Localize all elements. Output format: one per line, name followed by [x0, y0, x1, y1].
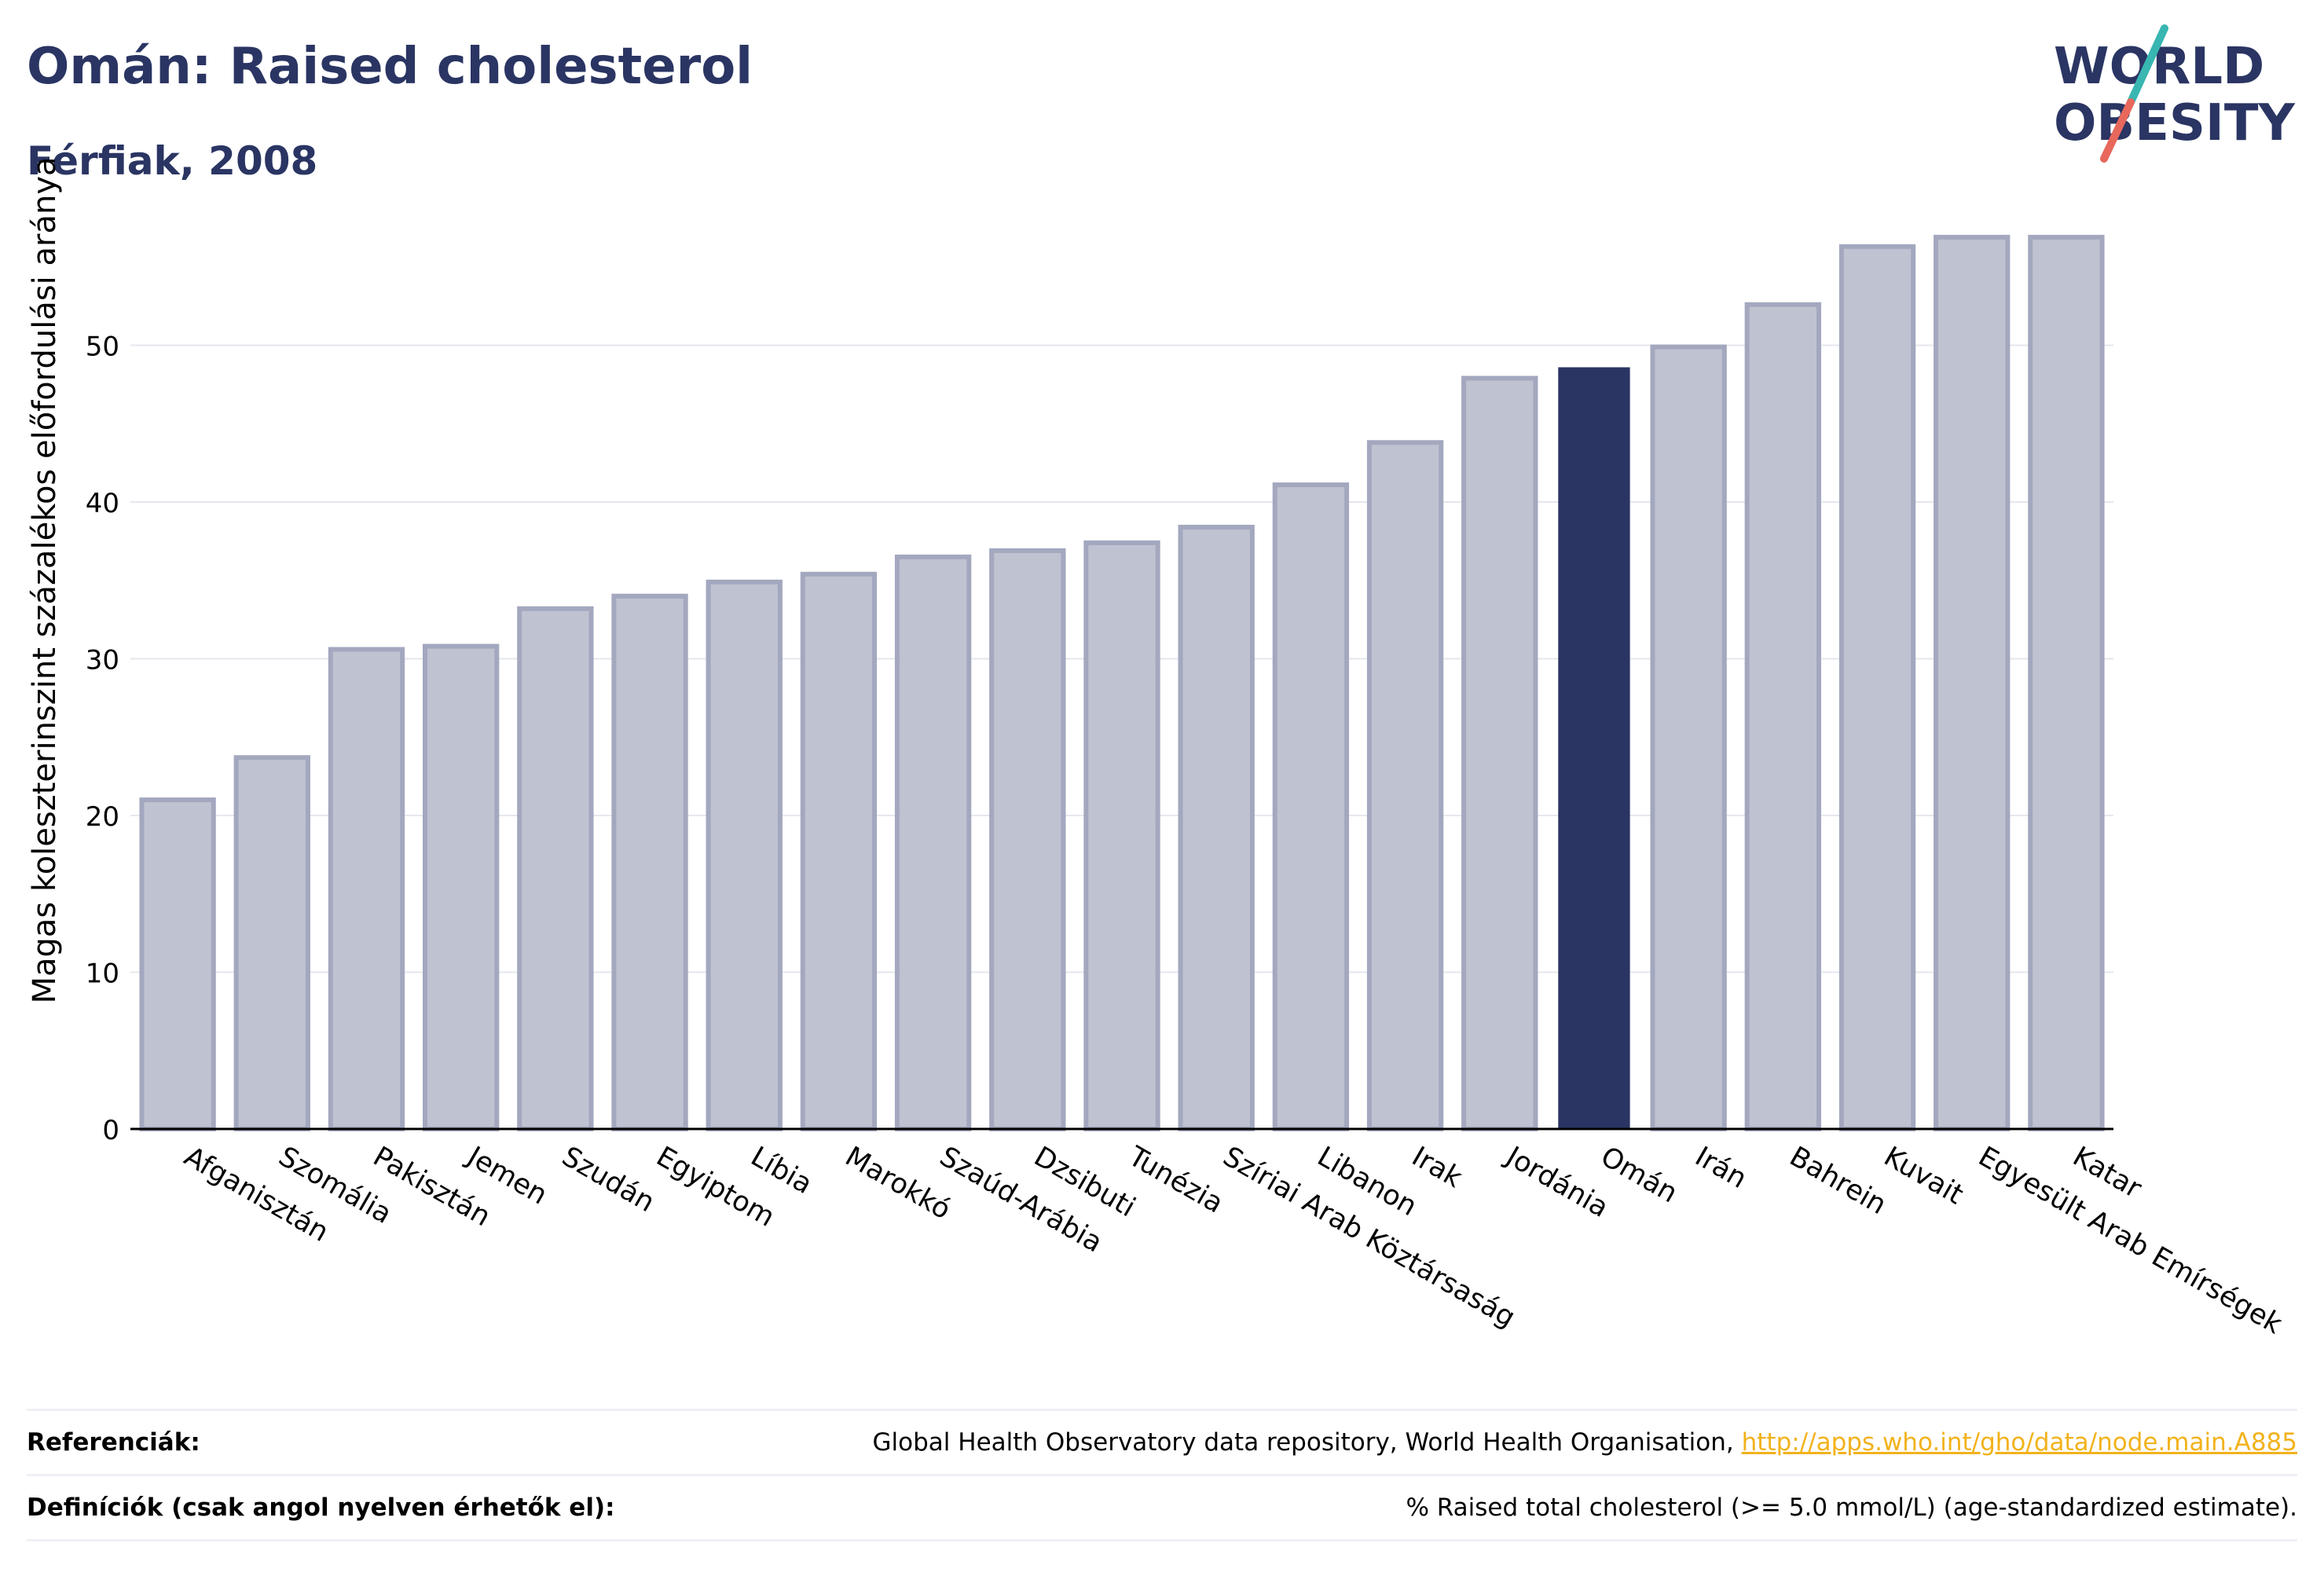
bar	[989, 548, 1066, 1131]
bar	[2028, 234, 2105, 1132]
x-tick-label: Irán	[1690, 1141, 1752, 1195]
logo-text-obesity: OBESITY	[2054, 94, 2295, 152]
bar	[611, 593, 688, 1131]
x-tick-label: Bahrein	[1784, 1141, 1892, 1221]
bar	[1083, 540, 1160, 1131]
bar-highlight	[1558, 367, 1630, 1129]
x-tick-label: Líbia	[746, 1141, 818, 1200]
definitions-label: Definíciók (csak angol nyelven érhetők e…	[27, 1494, 615, 1522]
bar	[422, 643, 500, 1131]
bar	[139, 797, 216, 1131]
references-text: Global Health Observatory data repositor…	[872, 1428, 1742, 1457]
y-axis-label: Magas koleszterinszint százalékos előfor…	[27, 156, 63, 1003]
bar	[1744, 302, 1822, 1132]
bars	[139, 234, 2105, 1132]
x-tick-label: Tunézia	[1123, 1141, 1229, 1220]
y-tick-labels: 0 10 20 30 40 50	[86, 332, 119, 1146]
bar	[1272, 482, 1350, 1131]
x-tick-label: Kuvait	[1879, 1141, 1968, 1211]
references-row: Referenciák: Global Health Observatory d…	[27, 1409, 2297, 1474]
bar	[1934, 234, 2011, 1132]
definitions-row: Definíciók (csak angol nyelven érhetők e…	[27, 1474, 2297, 1541]
x-tick-label: Marokkó	[840, 1141, 956, 1226]
x-tick-label: Szaúd-Arábia	[934, 1141, 1107, 1259]
bar	[1838, 244, 1916, 1132]
y-tick-label: 30	[86, 645, 119, 676]
bar	[894, 554, 972, 1131]
world-obesity-logo: WORLD OBESITY	[2054, 24, 2295, 163]
chart-subtitle: Férfiak, 2008	[27, 138, 318, 184]
chart-title: Omán: Raised cholesterol	[27, 38, 753, 96]
bar	[233, 755, 310, 1131]
logo-slash-top	[2127, 24, 2168, 106]
x-tick-label: Irak	[1406, 1141, 1468, 1194]
x-tick-label: Jordánia	[1500, 1140, 1614, 1224]
references-link[interactable]: http://apps.who.int/gho/data/node.main.A…	[1741, 1428, 2297, 1457]
bar	[706, 579, 783, 1131]
y-tick-label: 10	[86, 958, 119, 990]
logo-slash-bottom	[2100, 98, 2135, 163]
bar	[1178, 524, 1255, 1131]
bar	[1366, 440, 1444, 1131]
y-tick-label: 20	[86, 801, 119, 833]
definitions-text: % Raised total cholesterol (>= 5.0 mmol/…	[1406, 1494, 2297, 1522]
bar	[1461, 376, 1538, 1131]
y-tick-label: 40	[86, 488, 119, 519]
bar-chart: 0 10 20 30 40 50 AfganisztánSzomáliaPakisztán…	[27, 156, 2288, 1340]
bar	[800, 571, 878, 1131]
y-tick-label: 0	[102, 1115, 119, 1146]
bar	[517, 606, 594, 1131]
y-tick-label: 50	[86, 332, 119, 363]
references-value: Global Health Observatory data repositor…	[873, 1428, 2297, 1457]
x-tick-label: Szudán	[556, 1141, 659, 1219]
references-label: Referenciák:	[27, 1428, 200, 1457]
bar	[1650, 344, 1727, 1131]
bar	[328, 647, 405, 1131]
